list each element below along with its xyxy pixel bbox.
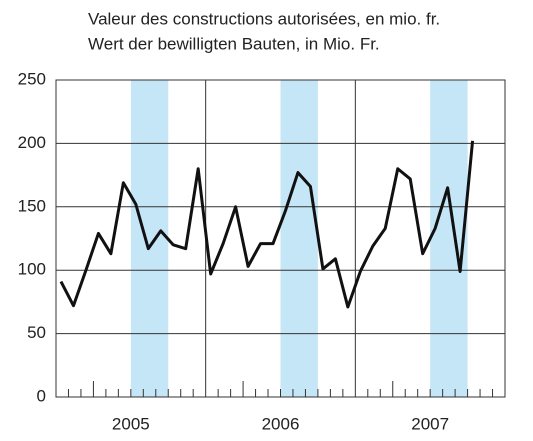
season-band [430, 80, 468, 397]
season-band [280, 80, 318, 397]
y-tick-label: 200 [18, 133, 46, 152]
y-tick-label: 50 [27, 323, 46, 342]
y-tick-label: 250 [18, 69, 46, 88]
x-year-label: 2007 [411, 414, 449, 433]
plot-frame [55, 79, 506, 398]
x-year-label: 2006 [262, 414, 300, 433]
y-tick-label: 0 [37, 386, 46, 405]
chart-title: Valeur des constructions autorisées, en … [88, 9, 440, 28]
y-tick-label: 150 [18, 196, 46, 215]
chart-subtitle: Wert der bewilligten Bauten, in Mio. Fr. [88, 34, 380, 53]
season-band [130, 80, 169, 397]
y-tick-label: 100 [18, 260, 46, 279]
data-line [59, 140, 475, 309]
x-year-label: 2005 [112, 414, 150, 433]
